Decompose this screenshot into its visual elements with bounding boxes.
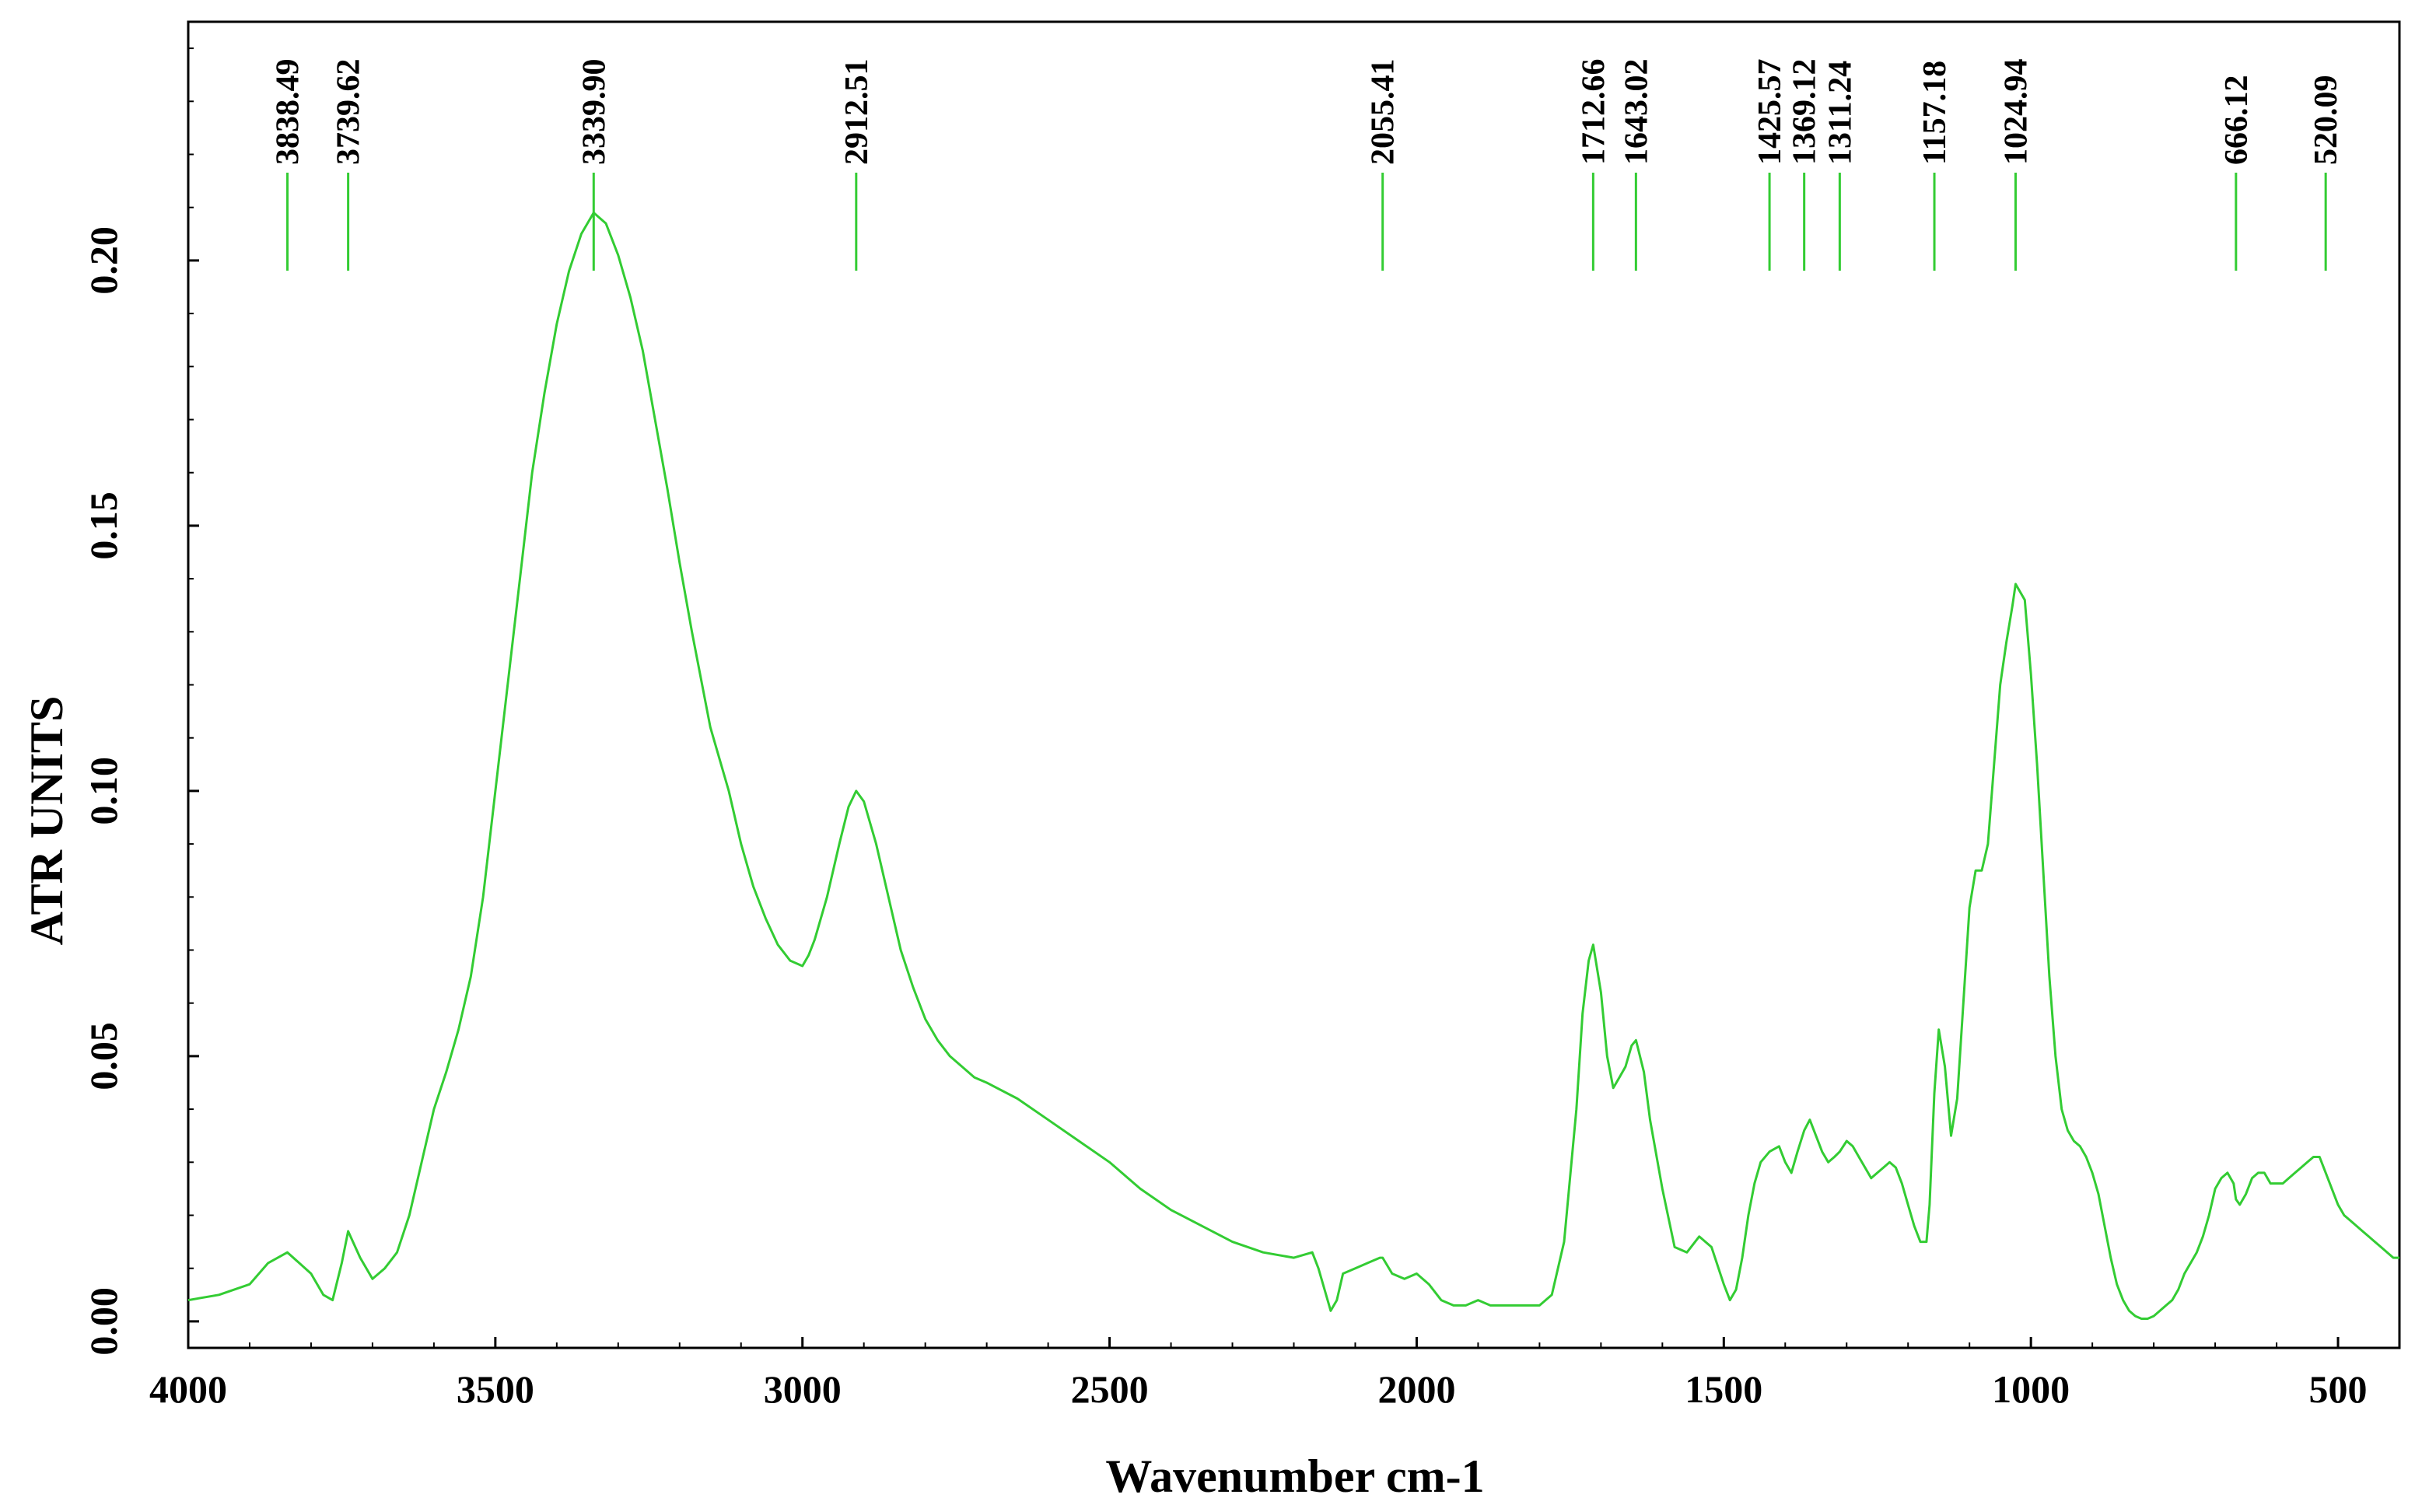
plot-frame <box>187 20 2401 1349</box>
peak-label: 1643.02 <box>1619 59 1654 166</box>
x-tick-label: 4000 <box>149 1367 227 1411</box>
peak-label: 1024.94 <box>1998 59 2034 166</box>
x-tick-label: 1500 <box>1685 1367 1762 1411</box>
y-tick-label: 0.15 <box>82 492 125 560</box>
y-tick-label: 0.05 <box>82 1022 125 1090</box>
peak-label: 3739.62 <box>331 59 367 166</box>
x-tick-label: 1000 <box>1992 1367 2070 1411</box>
peak-label: 1712.66 <box>1576 59 1612 166</box>
x-tick-label: 3000 <box>764 1367 842 1411</box>
peak-label: 666.12 <box>2219 75 2255 166</box>
peak-label: 3339.90 <box>576 59 612 166</box>
peak-label: 3838.49 <box>271 59 306 166</box>
x-tick-label: 500 <box>2309 1367 2368 1411</box>
x-tick-label: 2000 <box>1377 1367 1455 1411</box>
y-axis-title: ATR UNITS <box>21 696 72 946</box>
peak-label: 520.09 <box>2308 75 2344 166</box>
peak-label: 1369.12 <box>1787 59 1823 166</box>
x-tick-label: 2500 <box>1071 1367 1149 1411</box>
peak-label: 1157.18 <box>1917 61 1953 165</box>
y-tick-label: 0.10 <box>82 757 125 825</box>
peak-label: 2055.41 <box>1366 59 1402 166</box>
peak-label: 2912.51 <box>839 59 875 166</box>
y-tick-label: 0.00 <box>82 1287 125 1356</box>
spectrum-line <box>187 212 2399 1320</box>
peak-label: 1311.24 <box>1822 61 1858 165</box>
x-tick-label: 3500 <box>457 1367 534 1411</box>
peak-label: 1425.57 <box>1752 59 1788 166</box>
y-tick-label: 0.20 <box>82 226 125 295</box>
x-axis-title: Wavenumber cm-1 <box>1105 1451 1484 1502</box>
